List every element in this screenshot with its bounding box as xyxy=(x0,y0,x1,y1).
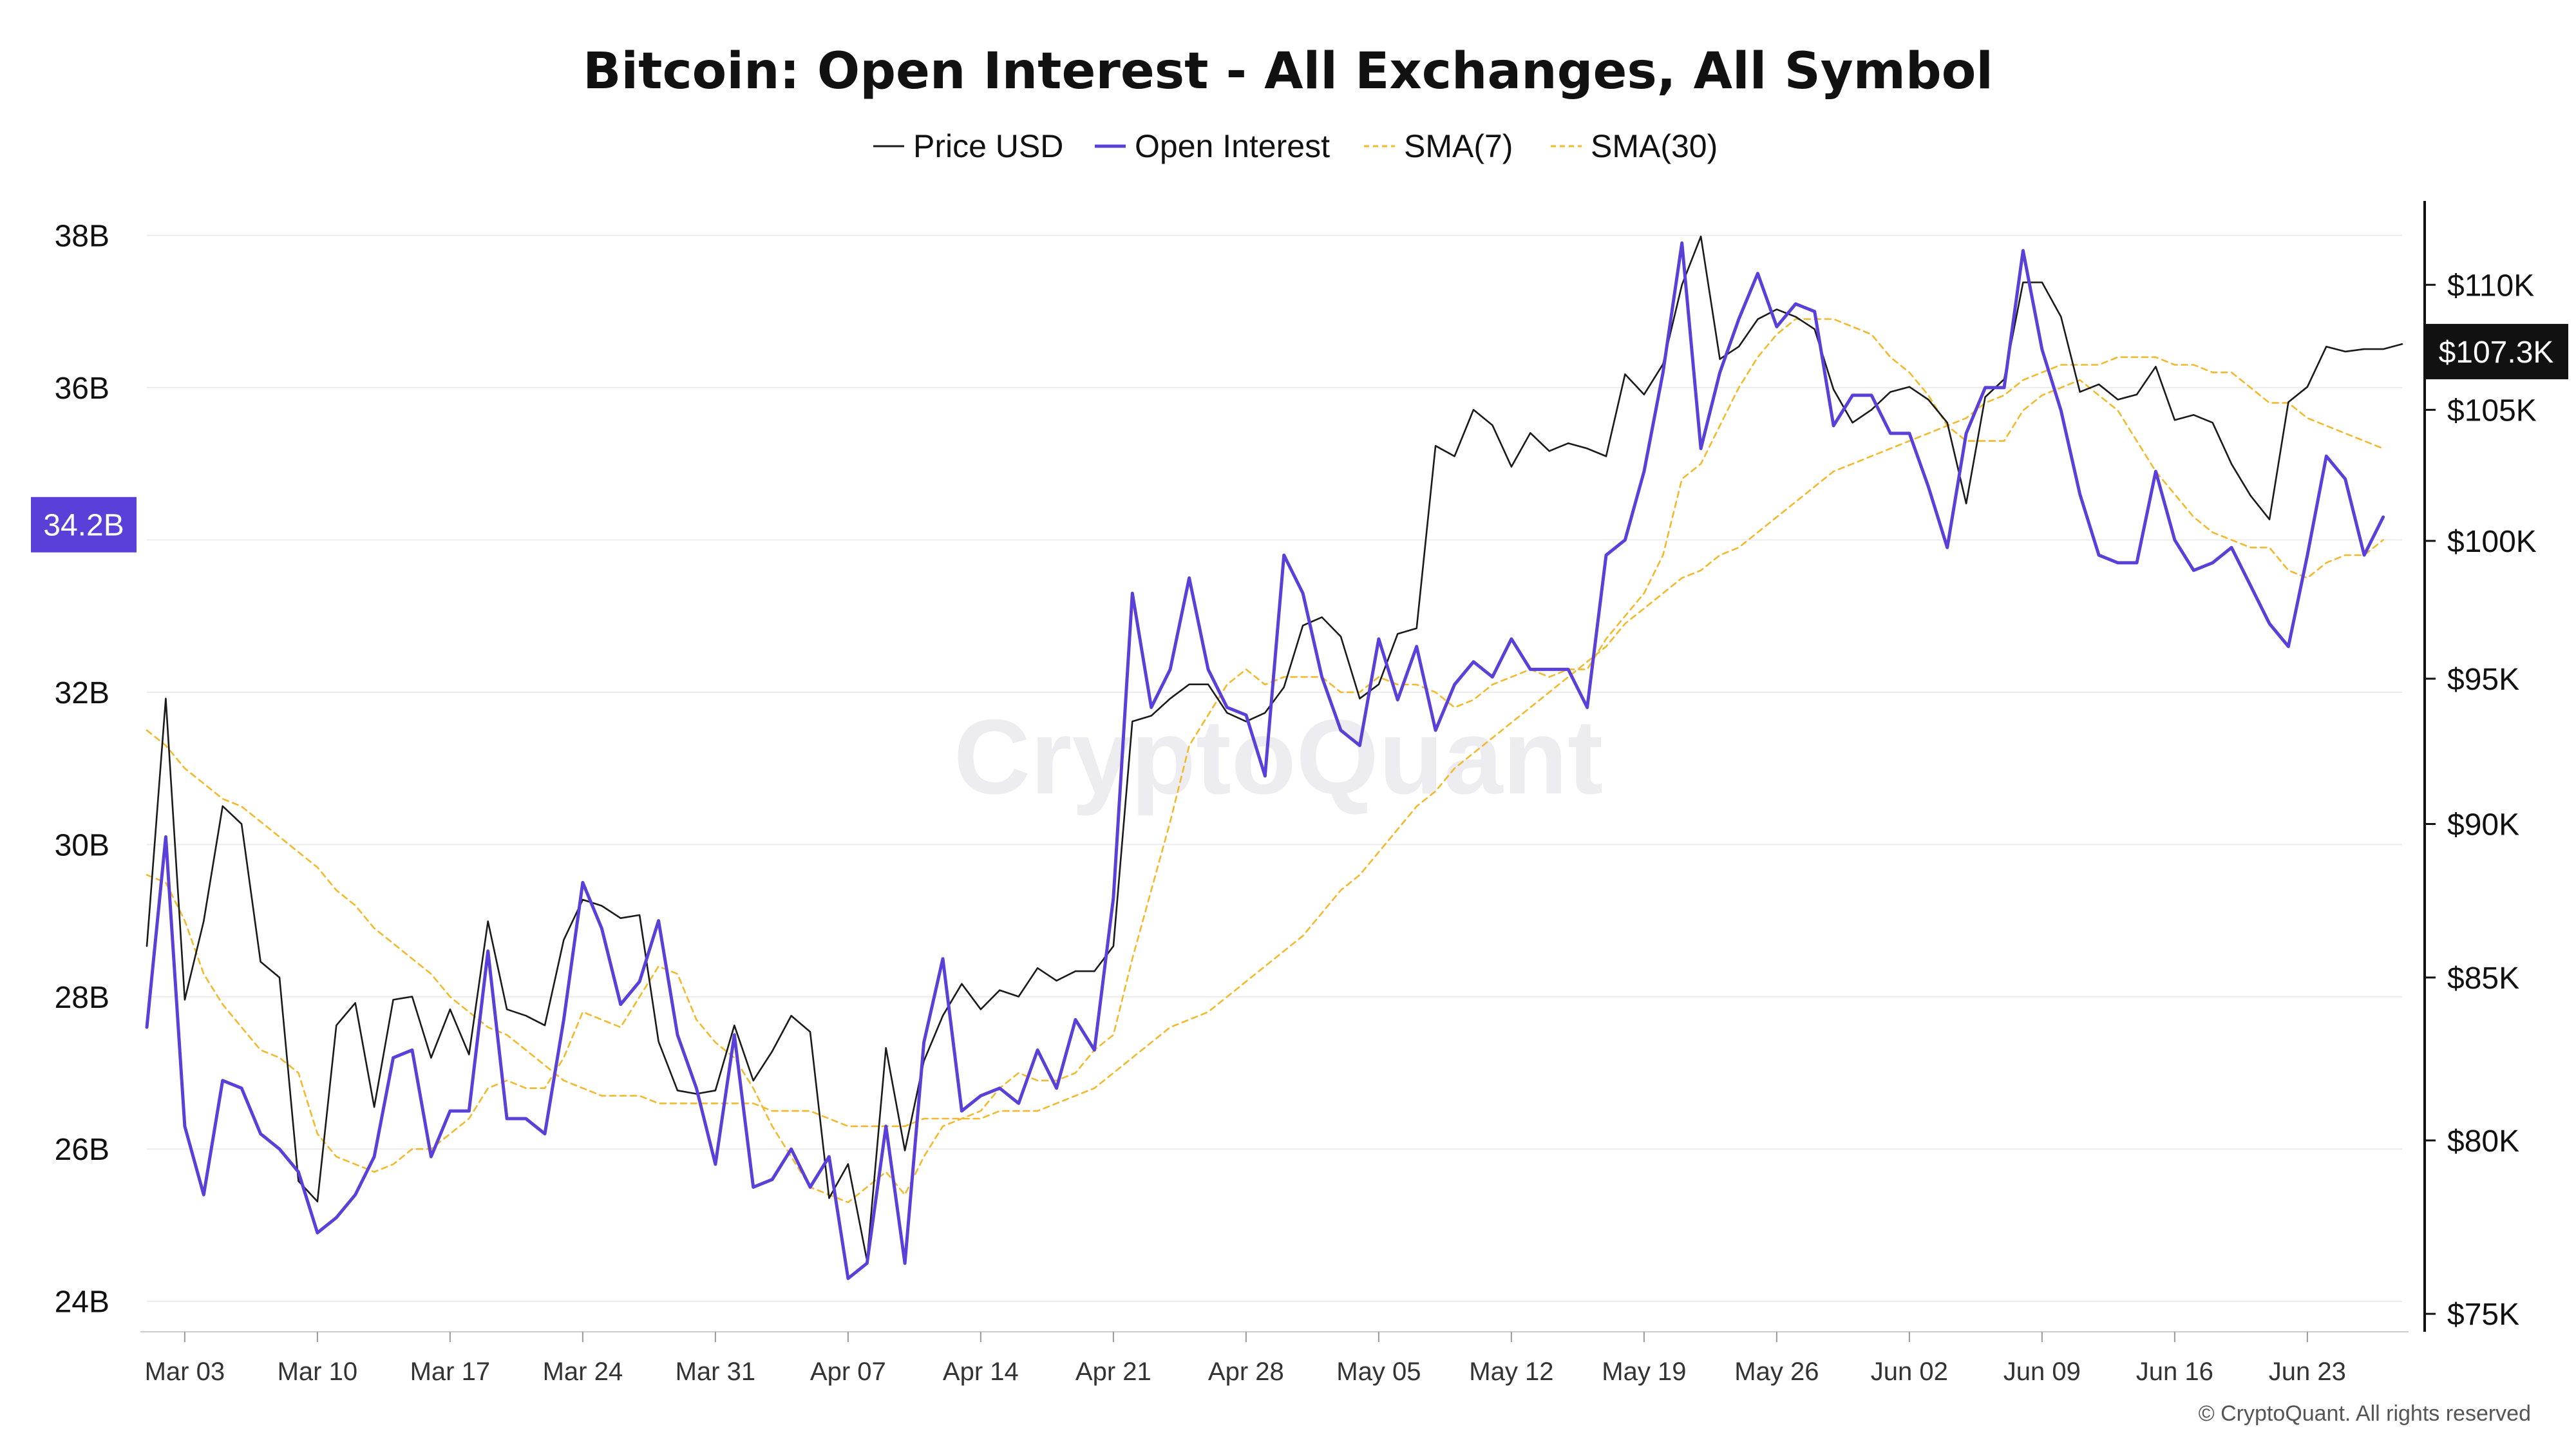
right-tick-label: $100K xyxy=(2447,525,2537,559)
x-tick-label: Jun 02 xyxy=(1871,1358,1948,1386)
legend-label: Open Interest xyxy=(1135,128,1330,164)
right-axis: $75K $80K $85K $90K $95K $100K $105K $110K xyxy=(2423,201,2537,1332)
series-group xyxy=(145,235,2403,1280)
open-interest-line xyxy=(145,241,2385,1280)
x-tick-label: May 12 xyxy=(1469,1358,1553,1386)
right-current-badge xyxy=(2424,323,2568,379)
x-tick-label: Jun 23 xyxy=(2269,1358,2346,1386)
left-tick-label: 30B xyxy=(55,828,109,862)
watermark: CryptoQuant xyxy=(954,697,1603,816)
legend-label: SMA(7) xyxy=(1404,128,1513,164)
left-current-badge xyxy=(31,497,137,553)
left-tick-label: 26B xyxy=(55,1133,109,1167)
gridlines xyxy=(147,234,2402,1302)
left-tick-label: 38B xyxy=(55,219,109,253)
x-tick-label: Apr 14 xyxy=(943,1358,1019,1386)
x-tick-label: May 05 xyxy=(1336,1358,1421,1386)
x-axis: Mar 03 Mar 10 Mar 17 Mar 24 Mar 31 Apr 07 Apr … xyxy=(140,1331,2409,1386)
left-current-label: 34.2B xyxy=(43,509,124,543)
x-tick-label: Apr 21 xyxy=(1075,1358,1151,1386)
right-tick-label: $85K xyxy=(2447,961,2519,996)
x-tick-label: Apr 28 xyxy=(1208,1358,1284,1386)
price-usd-line xyxy=(146,235,2403,1262)
left-tick-label: 28B xyxy=(55,981,109,1015)
x-tick-label: Mar 31 xyxy=(676,1358,756,1386)
right-tick-label: $90K xyxy=(2447,808,2519,842)
x-tick-label: May 26 xyxy=(1734,1358,1819,1386)
x-tick-label: Mar 17 xyxy=(410,1358,491,1386)
right-tick-label: $105K xyxy=(2447,393,2537,428)
right-current-label: $107.3K xyxy=(2439,336,2554,370)
current-value-badges: 34.2B $107.3K xyxy=(31,323,2568,553)
x-tick-label: Mar 03 xyxy=(145,1358,225,1386)
legend-label: Price USD xyxy=(913,128,1063,164)
chart-title: Bitcoin: Open Interest - All Exchanges, … xyxy=(583,43,1993,100)
left-tick-label: 36B xyxy=(55,372,109,406)
right-tick-label: $75K xyxy=(2447,1298,2519,1332)
sma7-line xyxy=(146,318,2384,1204)
right-tick-label: $80K xyxy=(2447,1124,2519,1159)
x-tick-label: Jun 09 xyxy=(2003,1358,2081,1386)
x-tick-label: Apr 07 xyxy=(810,1358,886,1386)
copyright: © CryptoQuant. All rights reserved xyxy=(2199,1401,2531,1426)
legend-label: SMA(30) xyxy=(1591,128,1718,164)
right-tick-label: $95K xyxy=(2447,663,2519,697)
sma30-line xyxy=(146,356,2384,1128)
x-tick-label: Mar 10 xyxy=(278,1358,358,1386)
legend: Price USD Open Interest SMA(7) SMA(30) xyxy=(873,128,1718,164)
x-tick-label: Mar 24 xyxy=(543,1358,623,1386)
left-tick-label: 32B xyxy=(55,676,109,710)
x-tick-label: Jun 16 xyxy=(2136,1358,2213,1386)
x-tick-label: May 19 xyxy=(1602,1358,1686,1386)
left-tick-label: 24B xyxy=(55,1285,109,1320)
right-tick-label: $110K xyxy=(2447,269,2534,303)
